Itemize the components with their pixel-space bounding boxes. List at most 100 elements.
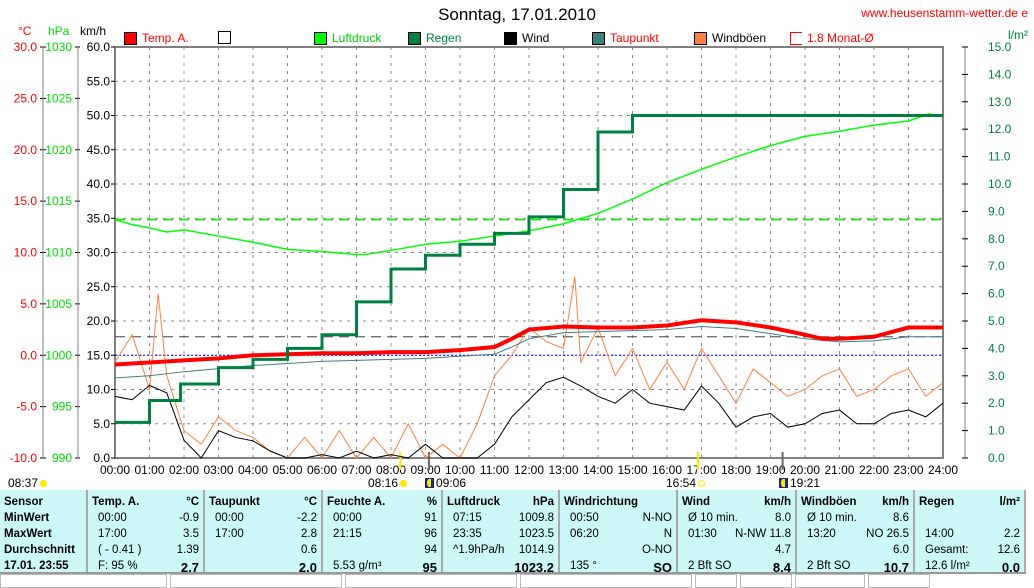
cell-value: O-NO xyxy=(641,544,672,556)
cell-value: 94 xyxy=(424,544,437,556)
rain-tick: 3.0 xyxy=(988,369,1005,383)
legend-swatch xyxy=(218,31,231,44)
col-unit: l/m² xyxy=(999,496,1020,508)
legend-swatch xyxy=(408,31,421,45)
table-col-gust: Windböen km/h Ø 10 min. 8.6 13:20 NO 26.5 6.0 2… xyxy=(797,490,915,575)
weather-chart: 60.0 55.0 50.0 45.0 40.0 35.0 30.0 25.0 20.0 15.0… xyxy=(10,40,1012,477)
wind-tick: 25.0 xyxy=(87,280,111,294)
legend-item: Regen xyxy=(408,31,461,45)
time-tick: 12:00 xyxy=(514,463,544,477)
moon-icon xyxy=(40,479,48,487)
cell-value: N-NO xyxy=(642,512,672,524)
cell-value: 1009.8 xyxy=(518,512,554,524)
rain-tick: 1.0 xyxy=(988,424,1005,438)
wind-tick: 15.0 xyxy=(87,348,111,362)
time-tick: 18:00 xyxy=(721,463,751,477)
status-box xyxy=(0,574,167,588)
event-moonrise: 09:06 xyxy=(425,476,466,490)
time-tick: 14:00 xyxy=(583,463,613,477)
press-tick: 1010 xyxy=(45,246,72,260)
legend-swatch xyxy=(790,31,802,45)
legend-swatch xyxy=(694,31,707,45)
cell-label xyxy=(682,544,688,559)
cell-value: -0.9 xyxy=(179,512,199,524)
wind-tick: 50.0 xyxy=(87,109,111,123)
col-header: Windböen xyxy=(801,496,857,508)
cell-value: 8.0 xyxy=(775,512,791,524)
cell-value: 91 xyxy=(424,512,437,524)
wind-unit: km/h xyxy=(80,24,107,38)
press-tick: 995 xyxy=(52,400,72,414)
legend-item: Taupunkt xyxy=(592,31,659,45)
time-tick: 02:00 xyxy=(169,463,199,477)
time-tick: 06:00 xyxy=(307,463,337,477)
rain-tick: 9.0 xyxy=(988,204,1005,218)
row-label: Durchschnitt xyxy=(4,544,75,556)
wind-tick: 40.0 xyxy=(87,177,111,191)
cell-value: NO 26.5 xyxy=(866,528,909,540)
col-header: Windrichtung xyxy=(564,496,638,508)
press-unit: hPa xyxy=(48,24,70,38)
rain-tick: 12.0 xyxy=(988,122,1012,136)
time-tick: 09:00 xyxy=(410,463,440,477)
rain-tick: 5.0 xyxy=(988,314,1005,328)
cell-value: 8.6 xyxy=(893,512,909,524)
cell-value: 95 xyxy=(422,560,437,575)
status-box xyxy=(868,574,930,588)
press-tick: 1015 xyxy=(45,194,72,208)
moon-icon xyxy=(425,478,434,488)
rain-tick: 0.0 xyxy=(988,451,1005,465)
press-tick: 1030 xyxy=(45,40,72,54)
cell-value: 2.7 xyxy=(180,560,199,575)
wind-tick: 0.0 xyxy=(93,451,110,465)
cell-label: ( - 0.41 ) xyxy=(98,544,142,556)
time-tick: 20:00 xyxy=(790,463,820,477)
table-col-rain: Regen l/m² 14:00 2.2 Gesamt: 12.6 12.6 l/m² 0.0 xyxy=(915,490,1026,575)
legend-label: Temp. A. xyxy=(142,31,189,45)
event-moon: 19:21 xyxy=(779,476,820,490)
series-tempa xyxy=(114,318,943,367)
cell-value: 12.6 xyxy=(997,544,1020,556)
col-header: Luftdruck xyxy=(447,496,501,508)
legend-label: Regen xyxy=(426,31,462,45)
cell-label: 17:00 xyxy=(215,528,244,540)
time-tick: 16:00 xyxy=(652,463,682,477)
site-link[interactable]: www.heusenstamm-wetter.de e xyxy=(861,6,1028,20)
cell-label xyxy=(919,512,925,527)
rain-tick: 4.0 xyxy=(988,341,1005,355)
cell-value: N xyxy=(663,528,672,540)
cell-label: Ø 10 min. xyxy=(807,512,857,524)
table-col-wind: Wind km/h Ø 10 min. 8.0 01:30 N-NW 11.8 4.7 2 B… xyxy=(678,490,797,575)
press-tick: 990 xyxy=(52,451,72,465)
table-col-sensor: Sensor MinWert MaxWert Durchschnitt 17.01. 2… xyxy=(0,490,88,572)
status-box xyxy=(740,574,792,588)
cell-label xyxy=(801,544,807,559)
time-tick: 11:00 xyxy=(480,463,509,477)
cell-label: 17:00 xyxy=(98,528,127,540)
col-header: Temp. A. xyxy=(92,496,140,508)
legend-swatch xyxy=(504,31,517,45)
cell-label: 00:00 xyxy=(98,512,127,524)
event-moonset: 08:37 xyxy=(8,476,48,490)
col-unit: km/h xyxy=(764,496,791,508)
rain-tick: 7.0 xyxy=(988,259,1005,273)
cell-label: 13:20 xyxy=(807,528,836,540)
temp-tick: 30.0 xyxy=(14,40,38,54)
time-tick: 15:00 xyxy=(617,463,647,477)
cell-label: ^1.9hPa/h xyxy=(453,544,505,556)
cell-value: 3.5 xyxy=(183,528,199,540)
cell-label: 00:00 xyxy=(215,512,244,524)
rain-tick: 15.0 xyxy=(988,40,1012,54)
time-tick: 04:00 xyxy=(238,463,268,477)
status-box xyxy=(345,574,517,588)
cell-label: 01:30 xyxy=(688,528,717,540)
cell-label: Ø 10 min. xyxy=(688,512,738,524)
time-tick: 00:00 xyxy=(100,463,130,477)
legend-label: Windböen xyxy=(712,31,767,45)
cell-value: 96 xyxy=(424,528,437,540)
status-box xyxy=(795,574,865,588)
wind-tick: 55.0 xyxy=(87,74,111,88)
legend-item: Windböen xyxy=(694,31,766,45)
cell-value: 1.39 xyxy=(176,544,199,556)
legend-item: Luftdruck xyxy=(314,31,381,45)
